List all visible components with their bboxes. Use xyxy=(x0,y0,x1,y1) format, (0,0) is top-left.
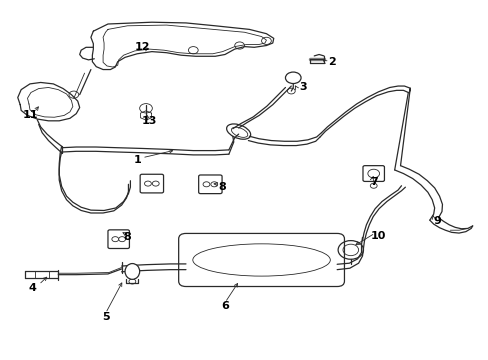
Text: 3: 3 xyxy=(299,82,306,92)
FancyBboxPatch shape xyxy=(178,233,344,287)
Circle shape xyxy=(112,237,119,242)
Circle shape xyxy=(152,181,159,186)
Circle shape xyxy=(367,169,379,178)
Circle shape xyxy=(210,182,217,187)
Text: 4: 4 xyxy=(28,283,36,293)
Circle shape xyxy=(144,181,151,186)
Text: 1: 1 xyxy=(133,155,141,165)
Text: 11: 11 xyxy=(22,111,38,121)
Text: 9: 9 xyxy=(432,216,440,226)
Text: 2: 2 xyxy=(328,57,335,67)
Circle shape xyxy=(203,182,209,187)
Text: 5: 5 xyxy=(102,312,109,322)
FancyBboxPatch shape xyxy=(362,166,384,181)
Ellipse shape xyxy=(125,264,140,279)
FancyBboxPatch shape xyxy=(108,230,129,248)
Text: 8: 8 xyxy=(123,232,131,242)
FancyBboxPatch shape xyxy=(140,174,163,193)
FancyBboxPatch shape xyxy=(198,175,222,194)
Text: 8: 8 xyxy=(218,182,226,192)
Text: 7: 7 xyxy=(369,177,377,187)
Text: 13: 13 xyxy=(142,116,157,126)
Text: 6: 6 xyxy=(221,301,228,311)
Text: 10: 10 xyxy=(370,231,386,240)
Circle shape xyxy=(119,237,125,242)
Text: 12: 12 xyxy=(134,42,149,52)
